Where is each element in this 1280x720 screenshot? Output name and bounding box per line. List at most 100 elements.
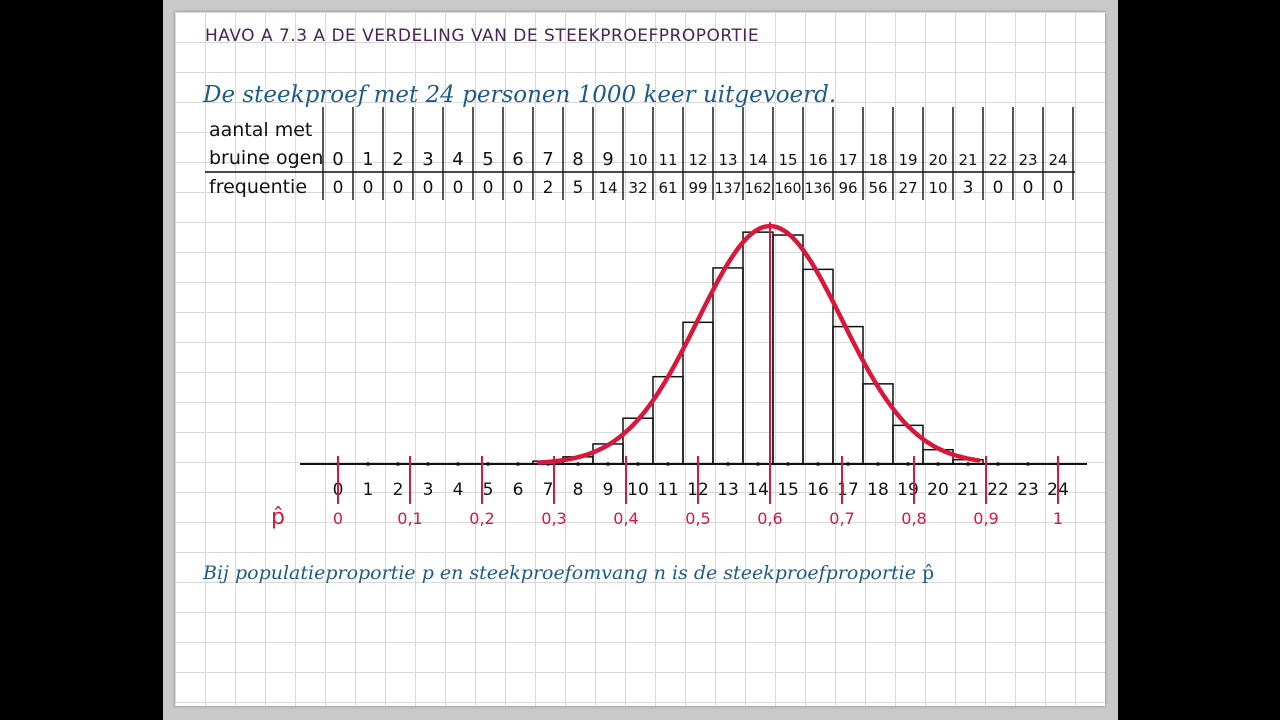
- table-count-cell: 11: [658, 151, 677, 169]
- table-frequency-cell: 136: [805, 181, 832, 197]
- table-count-cell: 6: [512, 149, 523, 170]
- x-tick-label: 3: [423, 480, 434, 500]
- proportion-tick-label: 0,4: [613, 509, 638, 528]
- x-axis-tick: [636, 462, 640, 466]
- x-tick-label: 21: [957, 480, 979, 500]
- histogram-bar: [832, 325, 864, 465]
- x-axis-tick: [996, 462, 1000, 466]
- x-axis-tick: [876, 462, 880, 466]
- x-axis-tick: [1026, 462, 1030, 466]
- table-frequency-cell: 5: [573, 178, 584, 198]
- table-frequency-cell: 14: [598, 179, 617, 197]
- x-tick-label: 16: [807, 480, 829, 500]
- table-count-cell: 24: [1048, 151, 1067, 169]
- table-count-cell: 5: [482, 149, 493, 170]
- table-frequency-cell: 99: [688, 179, 707, 197]
- table-count-cell: 1: [362, 149, 373, 170]
- x-axis-tick: [486, 462, 490, 466]
- table-count-cell: 17: [838, 151, 857, 169]
- x-tick-label: 17: [837, 480, 859, 500]
- table-frequency-cell: 61: [658, 179, 677, 197]
- table-frequency-cell: 137: [715, 181, 742, 197]
- table-count-cell: 3: [422, 149, 433, 170]
- x-axis-tick: [756, 462, 760, 466]
- table-frequency-cell: 162: [745, 181, 772, 197]
- table-label-frequency: frequentie: [209, 176, 307, 198]
- table-frequency-cell: 56: [868, 179, 887, 197]
- table-frequency-cell: 0: [423, 178, 434, 198]
- proportion-tick-label: 1: [1053, 509, 1063, 528]
- table-frequency-cell: 2: [543, 178, 554, 198]
- table-count-cell: 7: [542, 149, 553, 170]
- x-axis-tick: [516, 462, 520, 466]
- p-hat-axis-label: p̂: [271, 505, 285, 530]
- x-tick-label: 20: [927, 480, 949, 500]
- proportion-tick-label: 0,3: [541, 509, 566, 528]
- table-count-cell: 2: [392, 149, 403, 170]
- table-count-cell: 12: [688, 151, 707, 169]
- histogram-bar: [772, 234, 804, 465]
- table-count-cell: 15: [778, 151, 797, 169]
- table-count-cell: 0: [332, 149, 343, 170]
- x-tick-label: 19: [897, 480, 919, 500]
- proportion-tick-label: 0,9: [973, 509, 998, 528]
- x-tick-label: 11: [657, 480, 679, 500]
- table-count-cell: 4: [452, 149, 463, 170]
- x-axis-tick: [366, 462, 370, 466]
- definition-sentence: Bij populatieproportie p en steekproefom…: [203, 562, 934, 584]
- x-tick-label: 8: [573, 480, 584, 500]
- histogram-bar: [862, 383, 894, 465]
- table-count-cell: 14: [748, 151, 767, 169]
- table-count-cell: 10: [628, 151, 647, 169]
- table-count-cell: 19: [898, 151, 917, 169]
- table-frequency-cell: 0: [333, 178, 344, 198]
- x-tick-label: 23: [1017, 480, 1039, 500]
- table-frequency-cell: 160: [775, 181, 802, 197]
- x-axis-tick: [396, 462, 400, 466]
- table-count-cell: 9: [602, 149, 613, 170]
- x-axis-tick: [576, 462, 580, 466]
- table-label-count-line1: aantal met: [209, 119, 312, 141]
- x-axis-tick: [936, 462, 940, 466]
- p-hat-symbol: p̂: [922, 562, 935, 584]
- x-tick-label: 6: [513, 480, 524, 500]
- x-tick-label: 18: [867, 480, 889, 500]
- table-frequency-cell: 0: [513, 178, 524, 198]
- x-axis-tick: [966, 462, 970, 466]
- proportion-tick-label: 0,1: [397, 509, 422, 528]
- definition-text: Bij populatieproportie p en steekproefom…: [203, 562, 916, 584]
- x-tick-label: 14: [747, 480, 769, 500]
- proportion-tick-label: 0,6: [757, 509, 782, 528]
- table-frequency-cell: 0: [1053, 178, 1064, 198]
- x-tick-label: 5: [483, 480, 494, 500]
- x-axis-tick: [816, 462, 820, 466]
- table-frequency-cell: 0: [483, 178, 494, 198]
- table-count-cell: 16: [808, 151, 827, 169]
- x-axis-tick: [726, 462, 730, 466]
- histogram-bar: [712, 267, 744, 465]
- table-frequency-cell: 0: [363, 178, 374, 198]
- table-label-count-line2: bruine ogen: [209, 147, 323, 169]
- x-axis-tick: [846, 462, 850, 466]
- x-tick-label: 10: [627, 480, 649, 500]
- proportion-tick-label: 0,7: [829, 509, 854, 528]
- table-count-cell: 22: [988, 151, 1007, 169]
- x-tick-label: 1: [363, 480, 374, 500]
- table-count-cell: 20: [928, 151, 947, 169]
- x-axis-tick: [786, 462, 790, 466]
- table-frequency-cell: 0: [993, 178, 1004, 198]
- histogram-bar: [892, 424, 924, 465]
- histogram-bar: [802, 268, 834, 465]
- histogram-bar: [622, 417, 654, 465]
- table-count-cell: 23: [1018, 151, 1037, 169]
- table-count-cell: 21: [958, 151, 977, 169]
- intro-sentence: De steekproef met 24 personen 1000 keer …: [203, 82, 837, 108]
- table-count-cell: 18: [868, 151, 887, 169]
- x-axis-tick: [906, 462, 910, 466]
- x-tick-label: 13: [717, 480, 739, 500]
- table-frequency-cell: 0: [393, 178, 404, 198]
- table-frequency-cell: 32: [628, 179, 647, 197]
- proportion-tick-label: 0: [333, 509, 343, 528]
- table-frequency-cell: 96: [838, 179, 857, 197]
